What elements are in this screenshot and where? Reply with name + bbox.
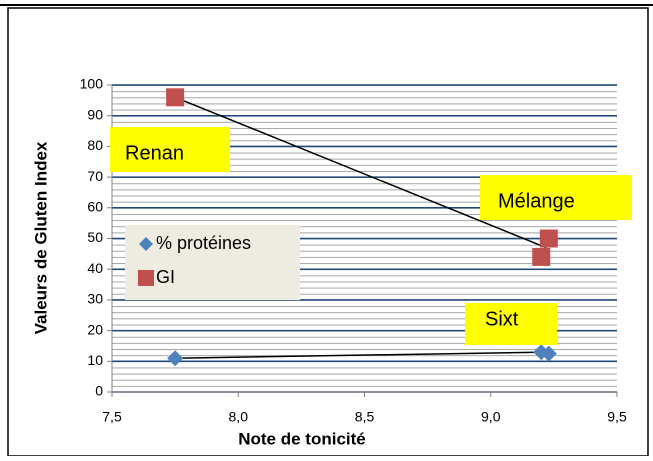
x-axis-title: Note de tonicité <box>238 429 366 448</box>
y-tick-label: 20 <box>87 321 103 337</box>
y-tick-label: 90 <box>87 106 103 122</box>
annotation: Sixt <box>485 308 519 330</box>
y-tick-label: 60 <box>87 199 103 215</box>
annotation: Renan <box>125 142 184 164</box>
y-tick-label: 30 <box>87 291 103 307</box>
y-axis-title: Valeurs de Gluten Index <box>31 141 50 334</box>
legend <box>125 225 300 300</box>
marker <box>532 247 551 266</box>
y-tick-label: 50 <box>87 229 103 245</box>
x-tick-label: 8,0 <box>229 409 249 425</box>
x-tick-label: 7,5 <box>102 409 122 425</box>
y-tick-label: 70 <box>87 168 103 184</box>
x-tick-label: 9,5 <box>607 409 627 425</box>
marker <box>139 237 153 251</box>
legend-label: GI <box>156 267 175 287</box>
y-tick-label: 100 <box>80 76 104 92</box>
x-tick-label: 8,5 <box>355 409 375 425</box>
connector-line <box>174 96 547 249</box>
legend-label: % protéines <box>156 233 251 253</box>
annotation-box <box>480 175 632 220</box>
marker <box>167 350 184 367</box>
annotation-box <box>110 127 230 172</box>
marker <box>539 229 558 248</box>
y-tick-label: 40 <box>87 260 103 276</box>
marker <box>138 270 154 286</box>
y-tick-label: 10 <box>87 352 103 368</box>
x-tick-label: 9,0 <box>481 409 501 425</box>
annotation: Mélange <box>498 190 575 212</box>
marker <box>166 88 185 107</box>
annotation-box <box>465 303 557 345</box>
y-tick-label: 80 <box>87 137 103 153</box>
y-tick-label: 0 <box>95 383 103 399</box>
marker <box>540 345 557 362</box>
connector-line <box>175 351 547 359</box>
